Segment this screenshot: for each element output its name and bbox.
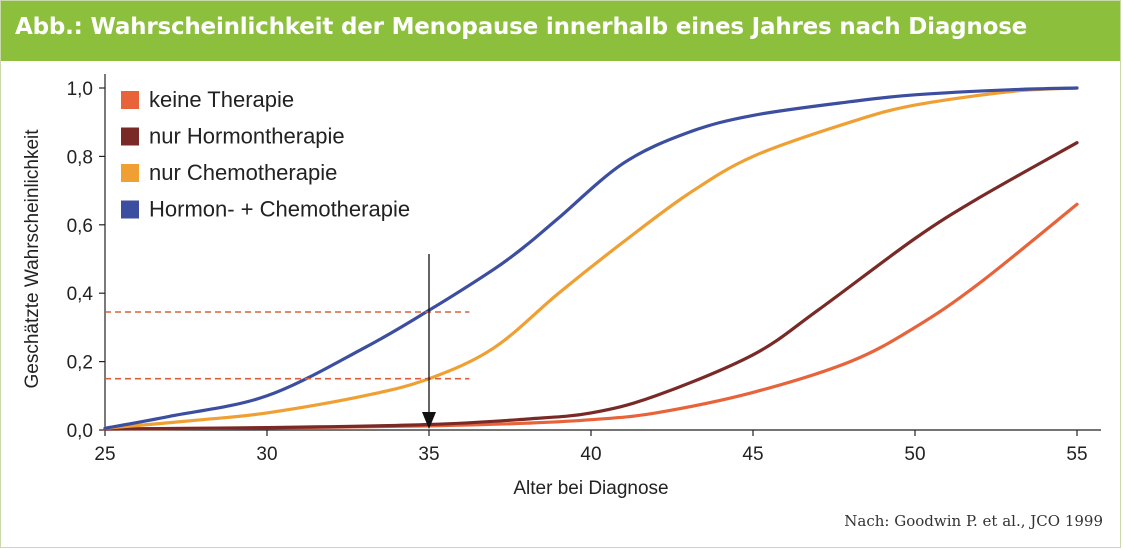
x-tick-label: 45 [742,444,763,465]
y-tick-label: 0,6 [67,216,93,237]
figure-title: Abb.: Wahrscheinlichkeit der Menopause i… [15,14,1028,40]
legend-swatch-nur-chemotherapie [121,164,139,182]
y-tick-label: 1,0 [67,79,93,100]
chart-legend: keine Therapie nur Hormontherapie nur Chem… [121,87,410,222]
title-bar: Abb.: Wahrscheinlichkeit der Menopause i… [1,1,1120,61]
y-axis-title: Geschätzte Wahrscheinlichkeit [22,129,43,389]
series-line-hormon-chemotherapie [103,86,1079,430]
y-tick-label: 0,4 [67,284,94,305]
arrow-head-icon [422,412,436,429]
legend-label-hormon-chemotherapie: Hormon- + Chemotherapie [149,197,410,222]
series-line-keine-therapie [103,202,1079,431]
x-tick-label: 50 [904,444,925,465]
series-line-nur-chemotherapie [103,86,1079,430]
x-tick-label: 40 [580,444,601,465]
chart-series-layer [103,86,1079,431]
x-tick-label: 35 [418,444,439,465]
y-tick-label: 0,2 [67,353,93,374]
y-tick-label: 0,0 [67,421,93,442]
x-axis-title: Alter bei Diagnose [513,478,668,499]
chart-axes: 25 30 35 40 45 50 55 0,0 0,2 0,4 0,6 0,8 1,0 Alter be… [22,74,1101,499]
y-tick-label: 0,8 [67,147,93,168]
x-tick-label: 25 [94,444,115,465]
series-line-nur-hormontherapie [103,141,1079,431]
legend-label-keine-therapie: keine Therapie [149,87,294,112]
legend-swatch-nur-hormontherapie [121,127,139,146]
x-tick-label: 30 [256,444,277,465]
legend-swatch-keine-therapie [121,91,139,109]
x-tick-label: 55 [1066,444,1087,465]
legend-label-nur-hormontherapie: nur Hormontherapie [149,124,345,149]
legend-label-nur-chemotherapie: nur Chemotherapie [149,160,337,185]
legend-swatch-hormon-chemotherapie [121,200,139,219]
source-note: Nach: Goodwin P. et al., JCO 1999 [844,512,1103,530]
chart-annotation-layer [105,254,470,429]
